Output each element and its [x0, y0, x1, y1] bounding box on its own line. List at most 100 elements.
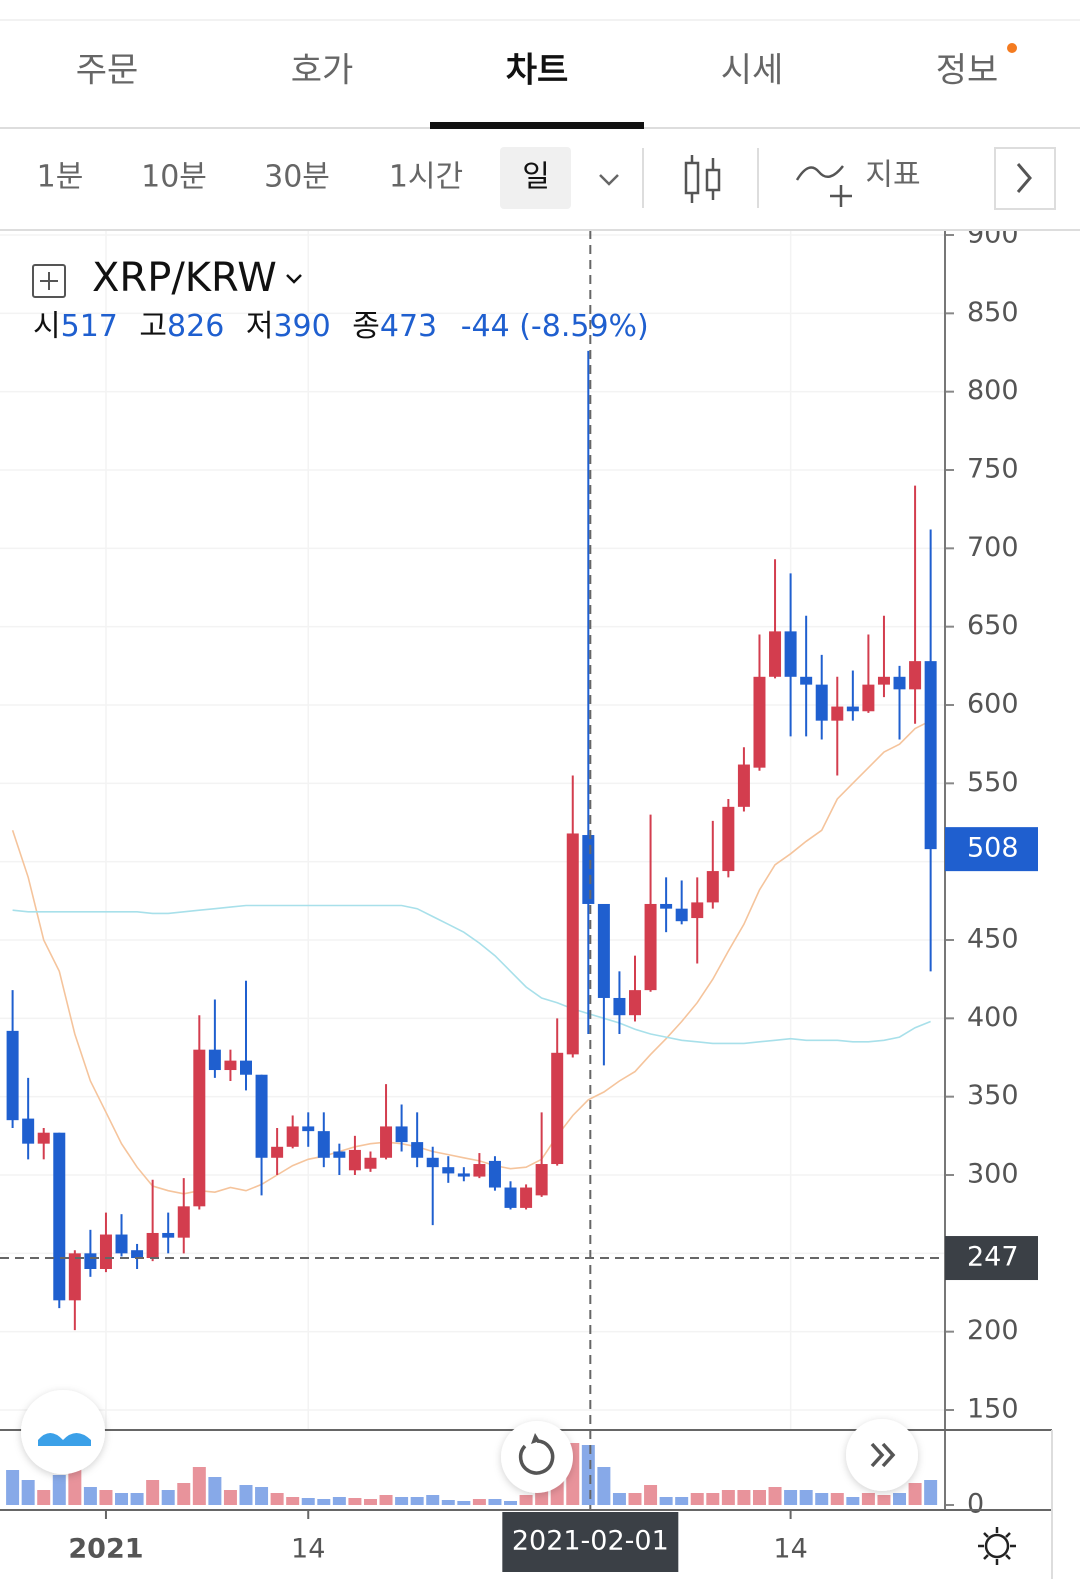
more-button[interactable]	[994, 147, 1056, 210]
volume-bar	[301, 1498, 315, 1505]
interval[interactable]: 30분	[264, 160, 330, 195]
left-float-button[interactable]	[21, 1390, 105, 1474]
candle-body	[613, 997, 626, 1016]
volume-bar	[52, 1475, 66, 1505]
candle-body	[457, 1173, 470, 1177]
volume-bar	[752, 1490, 766, 1505]
interval[interactable]: 10분	[141, 160, 207, 195]
candle-body	[22, 1118, 35, 1144]
volume-bar	[208, 1477, 222, 1505]
reset-button[interactable]	[501, 1421, 573, 1493]
indicator-button[interactable]: 지표	[865, 158, 920, 193]
tab[interactable]: 주문	[76, 51, 139, 91]
volume-bar	[161, 1490, 175, 1505]
ohlc-label: 종	[352, 309, 380, 344]
candle-body	[302, 1126, 315, 1132]
volume-bar	[690, 1493, 704, 1505]
volume-bar	[784, 1490, 798, 1505]
x-tick-label: 14	[773, 1534, 807, 1565]
y-tick-label: 550	[967, 767, 1019, 798]
y-tick-label: 200	[967, 1315, 1019, 1346]
volume-bar	[457, 1501, 471, 1505]
candle-body	[706, 871, 719, 903]
candle-body	[846, 706, 859, 712]
volume-bar	[317, 1499, 331, 1505]
candle-body	[380, 1126, 393, 1158]
notice-dot	[1007, 43, 1017, 53]
interval-dropdown[interactable]	[599, 174, 619, 186]
volume-bar	[441, 1500, 455, 1505]
volume-bar	[379, 1495, 393, 1505]
candle-body	[162, 1232, 175, 1238]
ohlc-value: 826	[167, 309, 224, 344]
candle-body	[271, 1146, 284, 1158]
candle-body	[909, 661, 922, 690]
tab[interactable]: 시세	[721, 51, 784, 91]
candle-body	[177, 1206, 190, 1238]
crosshair-x-label: 2021-02-01	[512, 1526, 669, 1557]
volume-bar	[659, 1497, 673, 1505]
volume-bar	[846, 1497, 860, 1505]
candle-body	[660, 903, 673, 909]
candle-body	[240, 1060, 252, 1075]
volume-bar	[146, 1480, 160, 1505]
ohlc-label: 저	[246, 309, 274, 344]
tab[interactable]: 정보	[936, 51, 999, 91]
volume-bar	[68, 1465, 82, 1505]
symbol-dropdown[interactable]	[286, 274, 302, 284]
candle-body	[520, 1187, 533, 1208]
candle-body	[131, 1250, 144, 1259]
interval-active[interactable]: 일	[522, 160, 550, 195]
volume-bar	[581, 1445, 595, 1505]
y-tick-label: 650	[967, 610, 1019, 641]
volume-bar	[706, 1493, 720, 1505]
volume-tick-label: 0	[967, 1489, 984, 1520]
tab[interactable]: 호가	[291, 51, 354, 91]
volume-bar	[21, 1480, 35, 1505]
volume-bar	[177, 1483, 191, 1505]
candle-type-button[interactable]	[684, 155, 721, 203]
indicator-icon[interactable]	[795, 165, 852, 207]
volume-bar	[877, 1495, 891, 1505]
settings-button[interactable]	[978, 1527, 1016, 1565]
volume-bar	[472, 1499, 486, 1505]
volume-bar	[99, 1490, 113, 1505]
candle-body	[737, 764, 750, 807]
y-tick-label: 350	[967, 1080, 1019, 1111]
tab-active[interactable]: 차트	[506, 51, 569, 91]
candle-body	[426, 1157, 439, 1168]
candle-body	[675, 908, 688, 922]
ohlc-label: 고	[139, 309, 167, 344]
plot: 1502002503003504004505005506006507007508…	[0, 219, 1053, 1579]
volume-bar	[130, 1493, 144, 1505]
crosshair-x-box	[502, 1512, 679, 1572]
volume-bar	[37, 1490, 51, 1505]
add-button[interactable]	[32, 264, 66, 298]
interval[interactable]: 1시간	[389, 160, 463, 195]
candle-body	[691, 902, 704, 919]
scroll-end-button[interactable]	[846, 1419, 918, 1491]
volume-bar	[395, 1497, 409, 1505]
candle-body	[877, 676, 890, 685]
candle-body	[348, 1149, 361, 1171]
y-tick-label: 450	[967, 924, 1019, 955]
volume-bar	[115, 1493, 129, 1505]
volume-bar	[223, 1490, 237, 1505]
candle-body	[582, 835, 595, 904]
y-tick-label: 800	[967, 375, 1019, 406]
volume-bar	[192, 1467, 206, 1505]
candle-body	[893, 676, 906, 690]
candle-body	[551, 1052, 564, 1165]
volume-bar	[768, 1487, 782, 1505]
volume-bar	[410, 1497, 424, 1505]
interval[interactable]: 1분	[37, 160, 84, 195]
volume-bar	[830, 1493, 844, 1505]
candle-body	[255, 1074, 268, 1158]
symbol[interactable]: XRP/KRW	[92, 255, 277, 301]
volume-bar	[488, 1499, 502, 1505]
candle-body	[442, 1167, 455, 1174]
ohlc-value: 473	[380, 309, 437, 344]
volume-bar	[799, 1490, 813, 1505]
volume-bar	[519, 1495, 533, 1505]
volume-bar	[675, 1497, 689, 1505]
